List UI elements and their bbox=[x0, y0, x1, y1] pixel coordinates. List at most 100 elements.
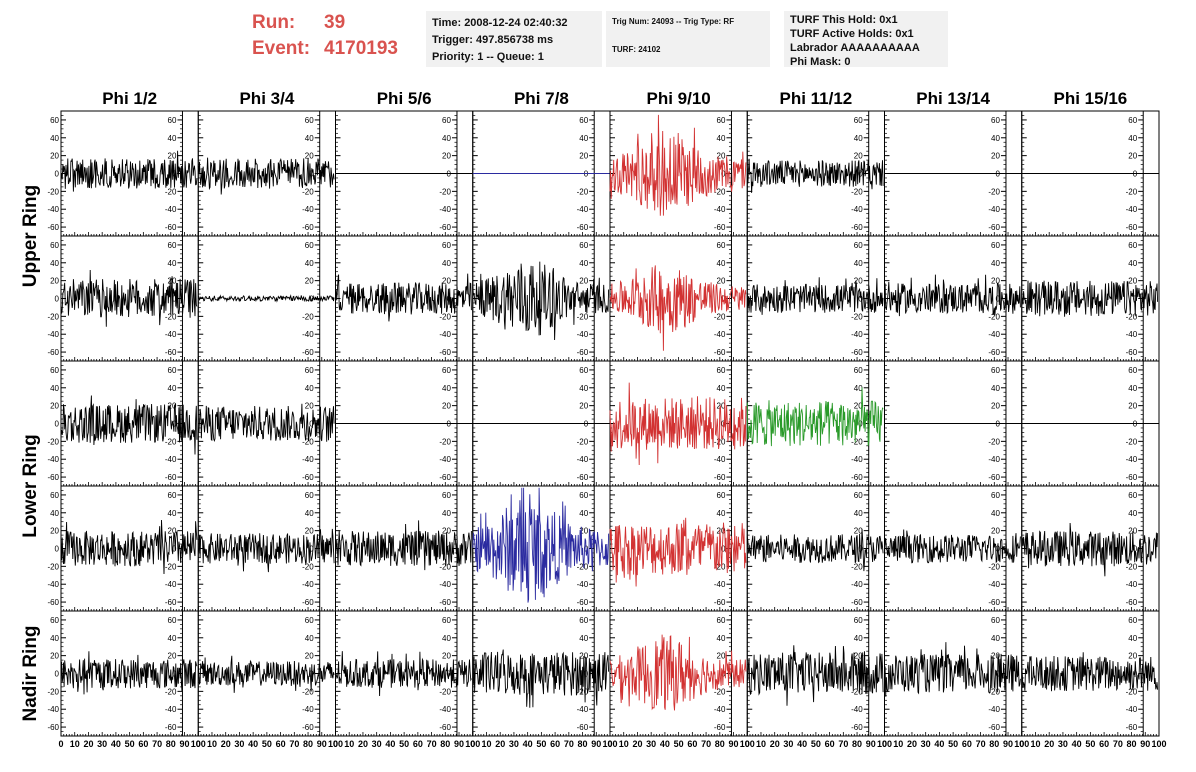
y-tick-label: -20 bbox=[714, 312, 726, 321]
y-tick-label: 20 bbox=[579, 402, 588, 411]
y-tick-label: -20 bbox=[851, 437, 863, 446]
x-tick-label: 60 bbox=[687, 739, 697, 749]
ring-label: Upper Ring bbox=[20, 185, 41, 287]
y-tick-label: -40 bbox=[302, 455, 314, 464]
y-tick-label: -20 bbox=[165, 687, 177, 696]
x-tick-label: 20 bbox=[358, 739, 368, 749]
y-tick-label: -60 bbox=[165, 348, 177, 357]
y-tick-label: -60 bbox=[302, 223, 314, 232]
x-tick-label: 90 bbox=[729, 739, 739, 749]
y-tick-label: 40 bbox=[305, 259, 314, 268]
y-tick-label: -20 bbox=[439, 437, 451, 446]
y-tick-label: -60 bbox=[165, 598, 177, 607]
x-tick-label: 10 bbox=[70, 739, 80, 749]
y-tick-label: 20 bbox=[442, 527, 451, 536]
y-tick-label: -40 bbox=[577, 330, 589, 339]
x-tick-label: 40 bbox=[248, 739, 258, 749]
x-tick-label: 30 bbox=[1058, 739, 1068, 749]
y-tick-label: -40 bbox=[439, 455, 451, 464]
y-tick-label: 20 bbox=[854, 277, 863, 286]
y-tick-label: 60 bbox=[168, 116, 177, 125]
y-tick-label: -60 bbox=[577, 223, 589, 232]
y-tick-label: 40 bbox=[168, 634, 177, 643]
y-tick-label: -20 bbox=[165, 187, 177, 196]
x-tick-label: 90 bbox=[317, 739, 327, 749]
y-tick-label: 60 bbox=[1128, 241, 1137, 250]
y-tick-label: -60 bbox=[577, 348, 589, 357]
x-tick-label: 60 bbox=[825, 739, 835, 749]
y-tick-label: 20 bbox=[442, 402, 451, 411]
y-tick-label: 60 bbox=[717, 616, 726, 625]
y-tick-label: -60 bbox=[439, 598, 451, 607]
waveform-line bbox=[472, 261, 610, 341]
event-label: Event: bbox=[252, 38, 311, 59]
x-tick-label: 0 bbox=[745, 739, 750, 749]
x-tick-label: 0 bbox=[470, 739, 475, 749]
waveform-line bbox=[60, 395, 198, 455]
y-tick-label: 0 bbox=[309, 545, 314, 554]
y-tick-label: -40 bbox=[1126, 705, 1138, 714]
y-tick-label: -40 bbox=[302, 205, 314, 214]
column-header: Phi 15/16 bbox=[1054, 89, 1128, 108]
y-tick-label: -20 bbox=[988, 687, 1000, 696]
waveform-line bbox=[746, 528, 884, 572]
column-header: Phi 13/14 bbox=[916, 89, 990, 108]
y-tick-label: 0 bbox=[447, 545, 452, 554]
run-label: Run: bbox=[252, 12, 296, 33]
y-tick-label: 60 bbox=[717, 241, 726, 250]
y-tick-label: 60 bbox=[991, 116, 1000, 125]
y-tick-label: 60 bbox=[991, 366, 1000, 375]
y-tick-label: -60 bbox=[439, 473, 451, 482]
x-tick-label: 50 bbox=[811, 739, 821, 749]
y-tick-label: -60 bbox=[1126, 223, 1138, 232]
y-tick-label: 40 bbox=[50, 384, 59, 393]
waveform-line bbox=[60, 651, 198, 695]
x-tick-label: 50 bbox=[1085, 739, 1095, 749]
x-tick-label: 50 bbox=[948, 739, 958, 749]
y-tick-label: 20 bbox=[717, 527, 726, 536]
x-tick-label: 70 bbox=[289, 739, 299, 749]
turf-info-box: TURF This Hold: 0x1 TURF Active Holds: 0… bbox=[784, 11, 948, 68]
y-tick-label: -60 bbox=[988, 348, 1000, 357]
y-tick-label: -40 bbox=[47, 580, 59, 589]
y-tick-label: -40 bbox=[1126, 205, 1138, 214]
y-tick-label: 0 bbox=[55, 670, 60, 679]
y-tick-label: -60 bbox=[439, 223, 451, 232]
y-tick-label: 60 bbox=[579, 491, 588, 500]
y-tick-label: -40 bbox=[165, 330, 177, 339]
y-tick-label: -40 bbox=[47, 455, 59, 464]
x-tick-label: 20 bbox=[770, 739, 780, 749]
y-tick-label: 20 bbox=[991, 277, 1000, 286]
y-tick-label: -60 bbox=[714, 723, 726, 732]
x-tick-label: 30 bbox=[509, 739, 519, 749]
y-tick-label: 60 bbox=[579, 366, 588, 375]
y-tick-label: 40 bbox=[442, 634, 451, 643]
y-tick-label: -60 bbox=[1126, 598, 1138, 607]
y-tick-label: 40 bbox=[168, 259, 177, 268]
x-tick-label: 30 bbox=[646, 739, 656, 749]
y-tick-label: 60 bbox=[442, 616, 451, 625]
x-tick-label: 10 bbox=[893, 739, 903, 749]
y-tick-label: 20 bbox=[168, 402, 177, 411]
y-tick-label: 20 bbox=[1128, 652, 1137, 661]
y-tick-label: 60 bbox=[442, 491, 451, 500]
y-tick-label: 40 bbox=[579, 384, 588, 393]
turf-text: TURF: 24102 bbox=[612, 45, 661, 54]
y-tick-label: 60 bbox=[991, 616, 1000, 625]
x-tick-label: 30 bbox=[234, 739, 244, 749]
y-tick-label: 20 bbox=[1128, 152, 1137, 161]
x-tick-label: 100 bbox=[602, 739, 617, 749]
y-tick-label: -40 bbox=[47, 705, 59, 714]
y-tick-label: 20 bbox=[854, 152, 863, 161]
column-header: Phi 11/12 bbox=[779, 89, 852, 108]
y-tick-label: 40 bbox=[991, 134, 1000, 143]
waveform-line bbox=[884, 642, 1021, 697]
y-tick-label: 60 bbox=[442, 116, 451, 125]
y-tick-label: 20 bbox=[1128, 277, 1137, 286]
y-tick-label: -60 bbox=[47, 473, 59, 482]
waveform-line bbox=[1021, 652, 1159, 692]
y-tick-label: 40 bbox=[717, 384, 726, 393]
y-tick-label: 0 bbox=[858, 545, 863, 554]
waveform-line bbox=[746, 158, 884, 193]
y-tick-label: -20 bbox=[851, 187, 863, 196]
